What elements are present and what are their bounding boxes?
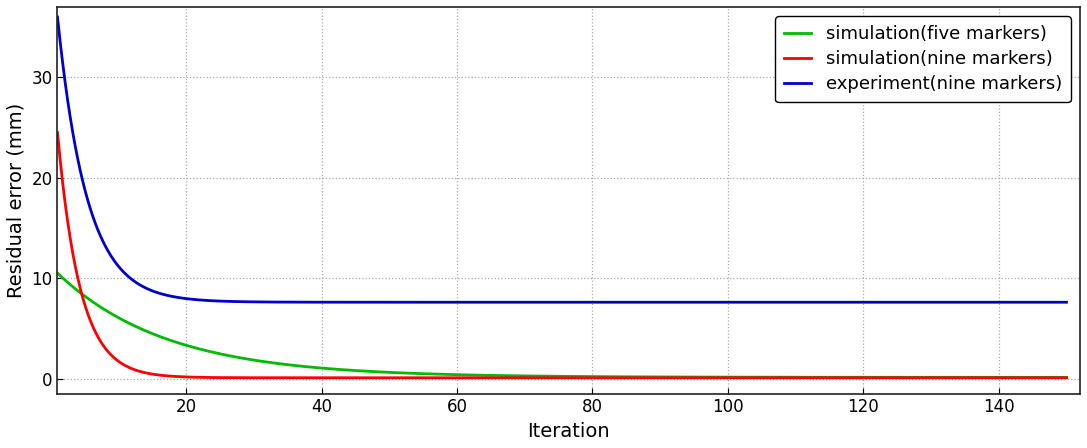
- simulation(five markers): [1060, 375, 1073, 380]
- simulation(five markers): [846, 375, 859, 380]
- simulation(five markers): [1030, 375, 1044, 380]
- experiment(nine markers): [51, 14, 64, 20]
- Line: simulation(nine markers): simulation(nine markers): [58, 133, 1066, 378]
- experiment(nine markers): [1030, 300, 1044, 305]
- X-axis label: Iteration: Iteration: [527, 422, 610, 441]
- Line: simulation(five markers): simulation(five markers): [58, 273, 1066, 377]
- simulation(five markers): [51, 271, 64, 276]
- Legend: simulation(five markers), simulation(nine markers), experiment(nine markers): simulation(five markers), simulation(nin…: [775, 16, 1071, 103]
- simulation(five markers): [1030, 375, 1044, 380]
- simulation(five markers): [102, 310, 115, 315]
- simulation(nine markers): [1015, 375, 1028, 380]
- simulation(nine markers): [515, 375, 528, 380]
- experiment(nine markers): [102, 250, 115, 255]
- experiment(nine markers): [1030, 300, 1044, 305]
- experiment(nine markers): [1060, 300, 1073, 305]
- experiment(nine markers): [541, 300, 554, 305]
- experiment(nine markers): [515, 300, 528, 305]
- Line: experiment(nine markers): experiment(nine markers): [58, 17, 1066, 302]
- simulation(five markers): [541, 374, 554, 379]
- simulation(nine markers): [1030, 375, 1044, 380]
- simulation(five markers): [515, 373, 528, 379]
- simulation(nine markers): [1060, 375, 1073, 380]
- simulation(nine markers): [541, 375, 554, 380]
- simulation(nine markers): [51, 130, 64, 135]
- simulation(nine markers): [1032, 375, 1045, 380]
- simulation(nine markers): [102, 350, 115, 355]
- experiment(nine markers): [846, 300, 859, 305]
- Y-axis label: Residual error (mm): Residual error (mm): [7, 103, 26, 298]
- simulation(nine markers): [846, 375, 859, 380]
